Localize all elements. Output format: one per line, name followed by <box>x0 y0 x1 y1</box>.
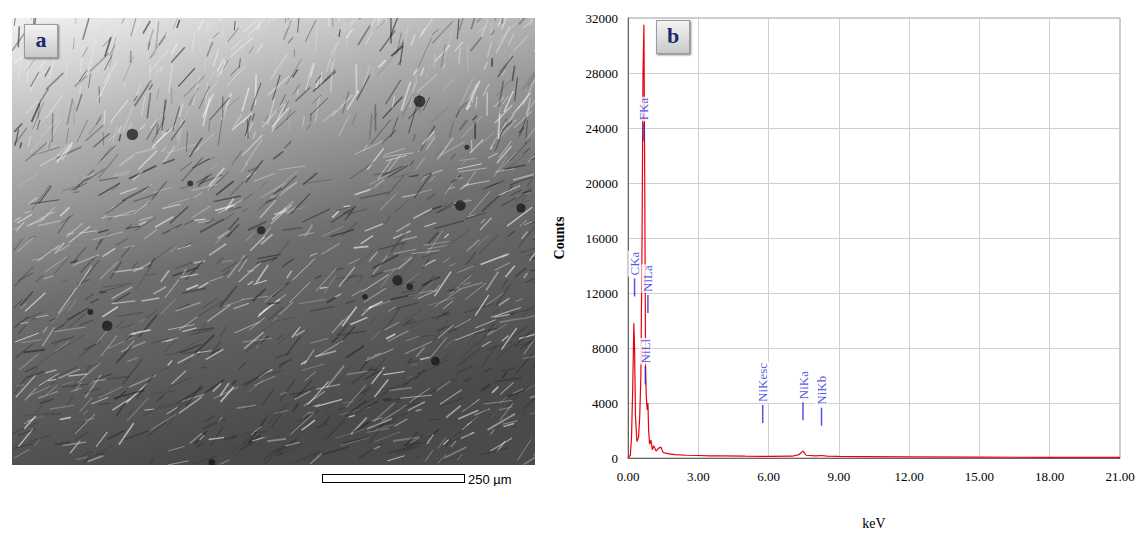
svg-text:Counts: Counts <box>552 216 567 259</box>
svg-text:8000: 8000 <box>592 341 618 356</box>
html-text:a: a <box>35 27 47 52</box>
svg-text:NiLa: NiLa <box>640 265 655 292</box>
svg-text:NiKa: NiKa <box>796 371 811 399</box>
svg-text:NiKesc: NiKesc <box>755 363 770 402</box>
svg-text:FKa: FKa <box>636 98 651 121</box>
svg-text:250 µm: 250 µm <box>468 472 512 486</box>
svg-text:16000: 16000 <box>586 231 619 246</box>
svg-text:21.00: 21.00 <box>1105 469 1134 484</box>
svg-text:0: 0 <box>612 451 619 466</box>
svg-text:9.00: 9.00 <box>827 469 850 484</box>
svg-text:15.00: 15.00 <box>965 469 994 484</box>
svg-text:32000: 32000 <box>586 11 619 26</box>
svg-text:20000: 20000 <box>586 176 619 191</box>
svg-text:18.00: 18.00 <box>1035 469 1064 484</box>
svg-text:NiKb: NiKb <box>814 376 829 405</box>
svg-text:0.00: 0.00 <box>617 469 640 484</box>
svg-text:NiLl: NiLl <box>638 339 653 364</box>
svg-text:3.00: 3.00 <box>687 469 710 484</box>
svg-text:6.00: 6.00 <box>757 469 780 484</box>
html-text:b: b <box>666 23 680 48</box>
svg-text:keV: keV <box>862 516 885 531</box>
svg-text:CKa: CKa <box>627 251 643 276</box>
svg-text:12000: 12000 <box>586 286 619 301</box>
svg-text:28000: 28000 <box>586 66 619 81</box>
svg-text:4000: 4000 <box>592 396 618 411</box>
svg-text:24000: 24000 <box>586 121 619 136</box>
svg-text:12.00: 12.00 <box>895 469 924 484</box>
